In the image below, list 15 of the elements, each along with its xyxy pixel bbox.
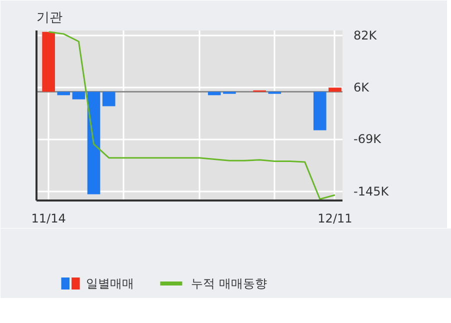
legend-label: 일별매매 [86, 276, 134, 290]
legend-label: 누적 매매동향 [191, 276, 267, 290]
bar [72, 92, 86, 100]
y-tick-label: 6K [354, 80, 370, 95]
bar [42, 32, 55, 92]
chart-title: 기관 [36, 10, 62, 26]
bar [313, 92, 326, 130]
x-tick-label: 11/14 [31, 212, 66, 226]
bar [328, 88, 342, 92]
x-tick-label: 12/11 [318, 212, 352, 226]
y-tick-label: 82K [354, 28, 378, 42]
bar [102, 92, 116, 106]
bar [87, 92, 100, 194]
y-tick-label: -145K [354, 184, 390, 199]
y-tick-label: -69K [354, 132, 382, 146]
